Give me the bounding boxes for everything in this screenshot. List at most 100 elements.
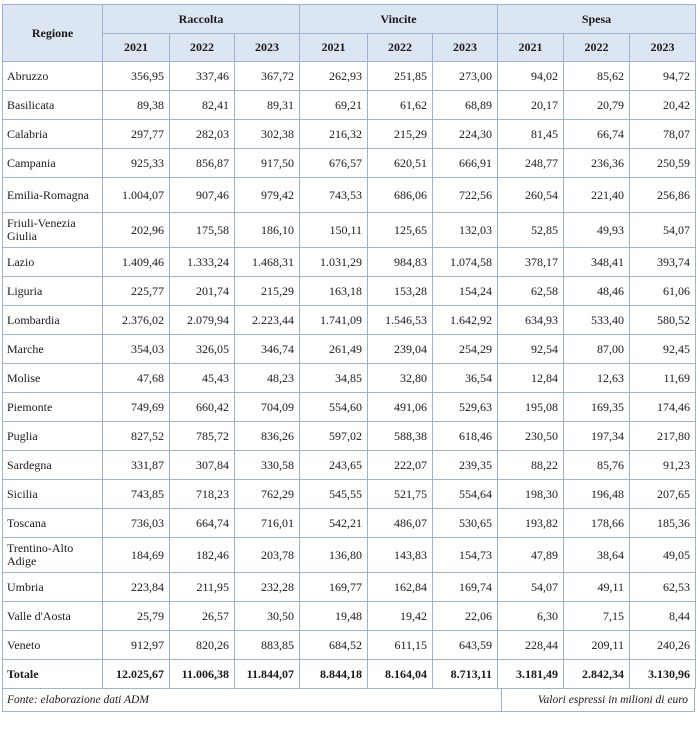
value-cell: 1.031,29 bbox=[299, 247, 368, 277]
header-group-raccolta: Raccolta bbox=[102, 4, 300, 34]
value-cell: 240,26 bbox=[628, 630, 697, 660]
table-row: Toscana 736,03 664,74 716,01 542,21 486,07 530… bbox=[2, 508, 697, 538]
value-cell: 82,41 bbox=[169, 90, 235, 120]
table-row: Liguria 225,77 201,74 215,29 163,18 153,28 154… bbox=[2, 276, 697, 306]
table-row: Friuli-Venezia Giulia 202,96 175,58 186,10 1… bbox=[2, 212, 697, 248]
header-year: 2021 bbox=[299, 33, 368, 62]
value-cell: 198,30 bbox=[497, 479, 564, 509]
value-cell: 239,35 bbox=[432, 450, 498, 480]
value-cell: 78,07 bbox=[628, 119, 697, 149]
value-cell: 154,24 bbox=[432, 276, 498, 306]
table-row: Emilia-Romagna 1.004,07 907,46 979,42 743,53… bbox=[2, 177, 697, 213]
value-cell: 827,52 bbox=[102, 421, 170, 451]
header-year: 2022 bbox=[563, 33, 630, 62]
value-cell: 1.409,46 bbox=[102, 247, 170, 277]
value-cell: 92,45 bbox=[628, 334, 697, 364]
value-cell: 89,31 bbox=[234, 90, 300, 120]
value-cell: 38,64 bbox=[563, 537, 630, 573]
value-cell: 743,53 bbox=[299, 177, 368, 213]
value-cell: 54,07 bbox=[628, 212, 697, 248]
value-cell: 25,79 bbox=[102, 601, 170, 631]
value-cell: 154,73 bbox=[432, 537, 498, 573]
value-cell: 88,22 bbox=[497, 450, 564, 480]
value-cell: 32,80 bbox=[367, 363, 433, 393]
region-name: Puglia bbox=[2, 421, 103, 451]
table-row: Puglia 827,52 785,72 836,26 597,02 588,38 618,… bbox=[2, 421, 697, 451]
region-name: Trentino-Alto Adige bbox=[2, 537, 103, 573]
value-cell: 530,65 bbox=[432, 508, 498, 538]
value-cell: 611,15 bbox=[367, 630, 433, 660]
value-cell: 718,23 bbox=[169, 479, 235, 509]
value-cell: 883,85 bbox=[234, 630, 300, 660]
region-name: Liguria bbox=[2, 276, 103, 306]
header-regione: Regione bbox=[2, 4, 103, 62]
value-cell: 856,87 bbox=[169, 148, 235, 178]
table-row: Trentino-Alto Adige 184,69 182,46 203,78 136… bbox=[2, 537, 697, 573]
table-row: Lazio 1.409,46 1.333,24 1.468,31 1.031,29 984… bbox=[2, 247, 697, 277]
value-cell: 251,85 bbox=[367, 61, 433, 91]
total-value-cell: 3.130,96 bbox=[628, 659, 697, 689]
value-cell: 743,85 bbox=[102, 479, 170, 509]
table-footer: Fonte: elaborazione dati ADM Valori espr… bbox=[2, 689, 695, 712]
value-cell: 666,91 bbox=[432, 148, 498, 178]
value-cell: 330,58 bbox=[234, 450, 300, 480]
value-cell: 1.468,31 bbox=[234, 247, 300, 277]
table-row: Calabria 297,77 282,03 302,38 216,32 215,29 22… bbox=[2, 119, 697, 149]
value-cell: 6,30 bbox=[497, 601, 564, 631]
region-name: Lazio bbox=[2, 247, 103, 277]
data-table-container: Regione Raccolta Vincite Spesa 2021 2022 2… bbox=[2, 4, 697, 712]
value-cell: 174,46 bbox=[628, 392, 697, 422]
value-cell: 588,38 bbox=[367, 421, 433, 451]
value-cell: 676,57 bbox=[299, 148, 368, 178]
value-cell: 618,46 bbox=[432, 421, 498, 451]
value-cell: 533,40 bbox=[563, 305, 630, 335]
table-row: Umbria 223,84 211,95 232,28 169,77 162,84 169,… bbox=[2, 572, 697, 602]
header-group-spesa: Spesa bbox=[496, 4, 697, 34]
value-cell: 216,32 bbox=[299, 119, 368, 149]
value-cell: 273,00 bbox=[432, 61, 498, 91]
value-cell: 664,74 bbox=[169, 508, 235, 538]
value-cell: 203,78 bbox=[234, 537, 300, 573]
value-cell: 215,29 bbox=[234, 276, 300, 306]
value-cell: 136,80 bbox=[299, 537, 368, 573]
value-cell: 620,51 bbox=[367, 148, 433, 178]
value-cell: 36,54 bbox=[432, 363, 498, 393]
value-cell: 239,04 bbox=[367, 334, 433, 364]
region-name: Friuli-Venezia Giulia bbox=[2, 212, 103, 248]
value-cell: 182,46 bbox=[169, 537, 235, 573]
value-cell: 2.223,44 bbox=[234, 305, 300, 335]
header-year: 2022 bbox=[367, 33, 433, 62]
value-cell: 348,41 bbox=[563, 247, 630, 277]
value-cell: 643,59 bbox=[432, 630, 498, 660]
value-cell: 91,23 bbox=[628, 450, 697, 480]
value-cell: 94,72 bbox=[628, 61, 697, 91]
value-cell: 92,54 bbox=[497, 334, 564, 364]
value-cell: 81,45 bbox=[497, 119, 564, 149]
value-cell: 47,89 bbox=[497, 537, 564, 573]
value-cell: 634,93 bbox=[497, 305, 564, 335]
value-cell: 49,11 bbox=[563, 572, 630, 602]
value-cell: 686,06 bbox=[367, 177, 433, 213]
value-cell: 201,74 bbox=[169, 276, 235, 306]
value-cell: 19,42 bbox=[367, 601, 433, 631]
value-cell: 684,52 bbox=[299, 630, 368, 660]
value-cell: 554,64 bbox=[432, 479, 498, 509]
value-cell: 169,35 bbox=[563, 392, 630, 422]
value-cell: 193,82 bbox=[497, 508, 564, 538]
value-cell: 2.079,94 bbox=[169, 305, 235, 335]
source-note: Fonte: elaborazione dati ADM bbox=[7, 694, 149, 706]
value-cell: 542,21 bbox=[299, 508, 368, 538]
total-value-cell: 8.713,11 bbox=[432, 659, 498, 689]
value-cell: 704,09 bbox=[234, 392, 300, 422]
header-year: 2021 bbox=[497, 33, 564, 62]
value-cell: 11,69 bbox=[628, 363, 697, 393]
value-cell: 184,69 bbox=[102, 537, 170, 573]
value-cell: 554,60 bbox=[299, 392, 368, 422]
value-cell: 521,75 bbox=[367, 479, 433, 509]
value-cell: 302,38 bbox=[234, 119, 300, 149]
region-name: Abruzzo bbox=[2, 61, 103, 91]
value-cell: 836,26 bbox=[234, 421, 300, 451]
value-cell: 221,40 bbox=[563, 177, 630, 213]
table-row: Sicilia 743,85 718,23 762,29 545,55 521,75 554… bbox=[2, 479, 697, 509]
value-cell: 196,48 bbox=[563, 479, 630, 509]
